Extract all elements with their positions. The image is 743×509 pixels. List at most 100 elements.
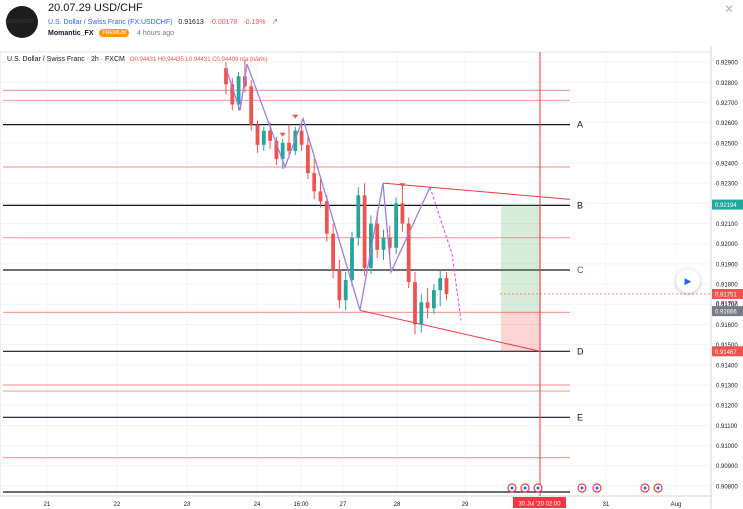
signal-marker [399, 183, 406, 188]
candle-body [255, 124, 260, 145]
key-level-label: D [577, 346, 584, 356]
last-price: 0.91613 [178, 19, 204, 26]
date-badge [513, 497, 566, 508]
signal-marker [292, 114, 299, 119]
pattern-lower-line [359, 309, 541, 352]
candle-body [400, 203, 405, 224]
candle-body [287, 142, 291, 151]
author-avatar[interactable] [6, 6, 38, 38]
candle-body [387, 237, 392, 248]
candle-body [343, 280, 348, 301]
price-change-percent: -0.19% [243, 19, 266, 26]
candle-body [432, 290, 436, 309]
x-tick-label: 29 [462, 502, 469, 508]
price-badge [712, 346, 743, 357]
y-tick-label: 0.91400 [716, 363, 738, 369]
close-icon[interactable]: ✕ [724, 2, 735, 16]
wave-zigzag [225, 63, 431, 311]
candle-body [236, 76, 241, 105]
candle-body [375, 223, 380, 250]
x-tick-label: 28 [394, 502, 401, 508]
price-badge-label: 0.92194 [715, 203, 737, 209]
y-tick-label: 0.90900 [716, 464, 738, 470]
price-change: -0.00178 [209, 19, 238, 26]
y-tick-label: 0.91100 [716, 424, 738, 430]
idea-header: MOMANTIC 20.07.29 USD/CHF U.S. Dollar / … [0, 0, 743, 46]
publish-time: 4 hours ago [137, 30, 175, 37]
candle-body [268, 130, 272, 141]
candle-body [230, 84, 235, 105]
y-tick-label: 0.92400 [716, 162, 738, 168]
key-level-label: A [577, 120, 583, 130]
candle-body [419, 302, 424, 325]
price-badge [712, 199, 743, 210]
play-icon: ▶ [684, 276, 692, 286]
event-marker-dot [656, 486, 660, 490]
y-tick-label: 0.91500 [716, 343, 738, 349]
signal-marker [279, 132, 286, 137]
candle-body [306, 144, 310, 174]
candle-body [381, 237, 386, 250]
share-icon[interactable]: ↗ [271, 17, 279, 26]
x-tick-label: 27 [340, 502, 347, 508]
date-badge-label: 30 Jul '20 02:00 [518, 502, 561, 508]
y-tick-label: 0.90800 [716, 484, 738, 490]
candle-body [261, 130, 266, 145]
candle-body [369, 223, 373, 268]
key-level-label: E [577, 412, 583, 422]
candle-body [362, 195, 367, 268]
y-tick-label: 0.91700 [716, 303, 738, 309]
price-badge [712, 288, 743, 299]
price-badge-label: 0.91751 [715, 292, 737, 298]
loss-zone [501, 311, 541, 352]
candle-body [312, 173, 317, 192]
premium-badge: PREMIUM [99, 29, 130, 37]
candle-body [350, 237, 354, 281]
y-tick-label: 0.92700 [716, 101, 738, 107]
candle-body [274, 140, 279, 159]
y-tick-label: 0.92900 [716, 61, 738, 67]
candle-body [356, 195, 361, 238]
candle-body [394, 203, 398, 248]
profit-zone [501, 204, 541, 312]
candle-body [324, 201, 329, 234]
candle-body [444, 278, 449, 295]
y-tick-label: 0.92300 [716, 182, 738, 188]
price-badge-label: 0.91666 [715, 310, 737, 316]
plot-area [0, 51, 712, 497]
idea-title: 20.07.29 USD/CHF [48, 2, 143, 14]
y-tick-label: 0.92500 [716, 141, 738, 147]
candle-body [331, 233, 335, 270]
x-tick-label: 23 [184, 502, 191, 508]
pattern-upper-line [382, 182, 571, 200]
candle-body [425, 302, 430, 309]
price-badge-label: 0.91467 [715, 350, 737, 356]
event-marker-dot [595, 486, 599, 490]
candle-body [224, 68, 228, 85]
y-tick-label: 0.91800 [716, 283, 738, 289]
wave-projection [429, 187, 462, 321]
x-tick-label: 24 [254, 502, 261, 508]
y-tick-label: 0.92600 [716, 121, 738, 127]
candle-body [318, 191, 323, 202]
y-tick-label: 0.91900 [716, 262, 738, 268]
x-tick-label: 21 [44, 502, 51, 508]
author-name[interactable]: Momantic_FX [48, 30, 94, 37]
avatar-logo-text: MOMANTIC [5, 19, 35, 25]
candle-body [413, 282, 417, 325]
event-marker-dot [580, 486, 584, 490]
candle-body [337, 269, 342, 301]
y-tick-label: 0.91200 [716, 404, 738, 410]
play-button[interactable]: ▶ [676, 269, 700, 293]
event-marker-dot [643, 486, 647, 490]
y-tick-label: 0.92100 [716, 222, 738, 228]
y-tick-label: 0.91600 [716, 323, 738, 329]
axis-extra-label: 0.91707 [716, 301, 738, 307]
symbol-link[interactable]: U.S. Dollar / Swiss Franc (FX:USDCHF) [48, 19, 173, 26]
y-tick-label: 0.92800 [716, 81, 738, 87]
x-tick-label: 16:00 [293, 502, 309, 508]
y-tick-label: 0.91300 [716, 384, 738, 390]
candle-body [299, 130, 304, 145]
candle-body [249, 86, 254, 125]
